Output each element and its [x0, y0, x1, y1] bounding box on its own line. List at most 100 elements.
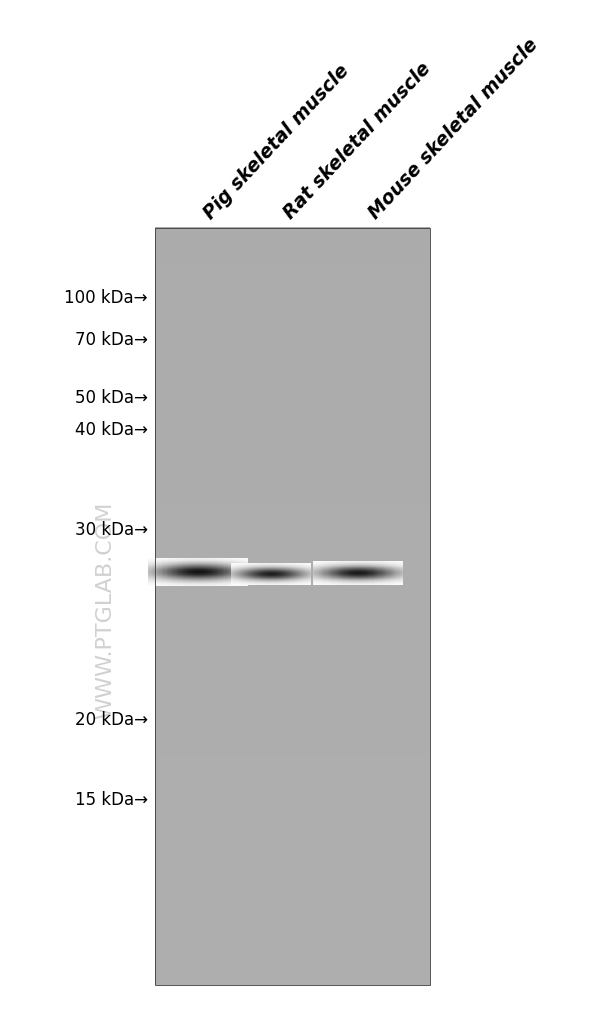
- Bar: [155, 465, 430, 468]
- Bar: [155, 665, 430, 667]
- Bar: [155, 420, 430, 423]
- Bar: [155, 530, 430, 533]
- Bar: [155, 238, 430, 241]
- Text: 70 kDa→: 70 kDa→: [75, 331, 148, 349]
- Bar: [155, 251, 430, 254]
- Bar: [155, 595, 430, 597]
- Bar: [155, 240, 430, 243]
- Bar: [155, 979, 430, 982]
- Bar: [155, 636, 430, 638]
- Bar: [155, 742, 430, 745]
- Bar: [155, 829, 430, 832]
- Bar: [155, 704, 430, 707]
- Bar: [155, 360, 430, 363]
- Bar: [155, 752, 430, 754]
- Bar: [155, 905, 430, 908]
- Bar: [155, 591, 430, 594]
- Bar: [155, 410, 430, 413]
- Bar: [155, 946, 430, 949]
- Bar: [155, 621, 430, 624]
- Bar: [155, 286, 430, 289]
- Bar: [155, 451, 430, 453]
- Bar: [155, 925, 430, 928]
- Bar: [155, 382, 430, 385]
- Bar: [155, 920, 430, 923]
- Bar: [155, 547, 430, 550]
- Bar: [155, 321, 430, 324]
- Bar: [155, 839, 430, 841]
- Bar: [155, 939, 430, 941]
- Bar: [155, 323, 430, 326]
- Bar: [155, 350, 430, 353]
- Bar: [155, 582, 430, 586]
- Bar: [155, 907, 430, 910]
- Bar: [155, 310, 430, 313]
- Bar: [155, 364, 430, 366]
- Bar: [155, 282, 430, 285]
- Bar: [155, 820, 430, 823]
- Bar: [155, 891, 430, 894]
- Bar: [155, 539, 430, 542]
- Bar: [155, 628, 430, 631]
- Bar: [155, 295, 430, 298]
- Bar: [155, 564, 430, 566]
- Bar: [155, 416, 430, 419]
- Bar: [155, 889, 430, 892]
- Bar: [155, 942, 430, 945]
- Bar: [155, 301, 430, 304]
- Bar: [155, 689, 430, 692]
- Bar: [155, 724, 430, 727]
- Bar: [155, 772, 430, 775]
- Bar: [155, 490, 430, 493]
- Bar: [155, 414, 430, 417]
- Bar: [155, 952, 430, 954]
- Bar: [155, 305, 430, 308]
- Bar: [155, 687, 430, 690]
- Bar: [155, 352, 430, 355]
- Bar: [155, 403, 430, 406]
- Bar: [155, 848, 430, 851]
- Bar: [155, 405, 430, 408]
- Bar: [155, 569, 430, 572]
- Bar: [155, 275, 430, 278]
- Bar: [155, 229, 430, 232]
- Bar: [155, 249, 430, 252]
- Bar: [155, 850, 430, 853]
- Bar: [155, 596, 430, 599]
- Bar: [155, 600, 430, 603]
- Bar: [155, 982, 430, 985]
- Bar: [155, 486, 430, 489]
- Bar: [155, 700, 430, 703]
- Bar: [155, 785, 430, 788]
- Bar: [155, 660, 430, 664]
- Bar: [155, 953, 430, 956]
- Bar: [155, 811, 430, 814]
- Bar: [155, 534, 430, 537]
- Bar: [155, 524, 430, 527]
- Text: 40 kDa→: 40 kDa→: [75, 421, 148, 439]
- Bar: [155, 541, 430, 544]
- Bar: [155, 462, 430, 465]
- Bar: [155, 857, 430, 860]
- Bar: [155, 464, 430, 466]
- Bar: [155, 608, 430, 610]
- Bar: [155, 333, 430, 336]
- Bar: [155, 924, 430, 926]
- Bar: [155, 314, 430, 317]
- Bar: [155, 373, 430, 376]
- Bar: [155, 721, 430, 724]
- Text: Mouse skeletal muscle: Mouse skeletal muscle: [365, 35, 542, 223]
- Bar: [155, 981, 430, 983]
- Bar: [155, 246, 430, 249]
- Bar: [155, 580, 430, 583]
- Bar: [155, 585, 430, 588]
- Bar: [155, 395, 430, 398]
- Bar: [155, 645, 430, 648]
- Bar: [155, 912, 430, 915]
- Bar: [155, 702, 430, 705]
- Bar: [155, 384, 430, 387]
- Bar: [155, 909, 430, 911]
- Bar: [155, 338, 430, 341]
- Bar: [155, 649, 430, 652]
- Bar: [155, 654, 430, 657]
